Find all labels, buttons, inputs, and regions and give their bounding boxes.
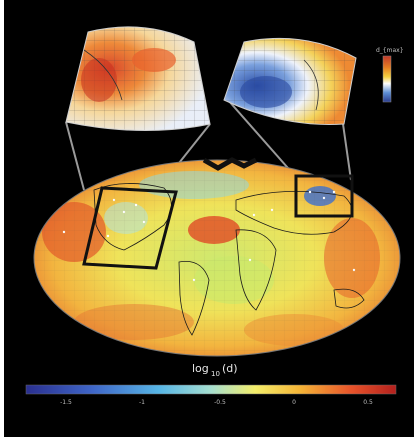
inset-colorbar: d_{max} — [376, 47, 404, 103]
colorbar-tick-1: -1 — [139, 399, 145, 406]
colorbar-tick-3: 0 — [292, 399, 296, 406]
figure-canvas: d_{max} — [25, 26, 404, 406]
left-inset-map — [65, 26, 211, 132]
colorbar-tick-0: -1.5 — [60, 399, 72, 406]
highlight-box-west — [82, 186, 178, 270]
inset-colorbar-label: d_{max} — [376, 47, 404, 54]
figure-frame: d_{max} — [4, 0, 414, 437]
colorbar-title-suffix: (d) — [222, 362, 238, 375]
highlight-box-east — [294, 174, 354, 218]
right-inset-map — [223, 37, 357, 125]
colorbar-title: log 10 (d) — [192, 362, 238, 378]
colorbar-title-prefix: log — [192, 362, 209, 375]
highlight-boxes — [82, 174, 354, 270]
main-colorbar: -1.5 -1 -0.5 0 0.5 — [25, 384, 397, 406]
colorbar-title-subscript: 10 — [211, 370, 220, 378]
world-map — [33, 157, 401, 357]
colorbar-tick-4: 0.5 — [363, 399, 373, 406]
colorbar-tick-2: -0.5 — [214, 399, 226, 406]
